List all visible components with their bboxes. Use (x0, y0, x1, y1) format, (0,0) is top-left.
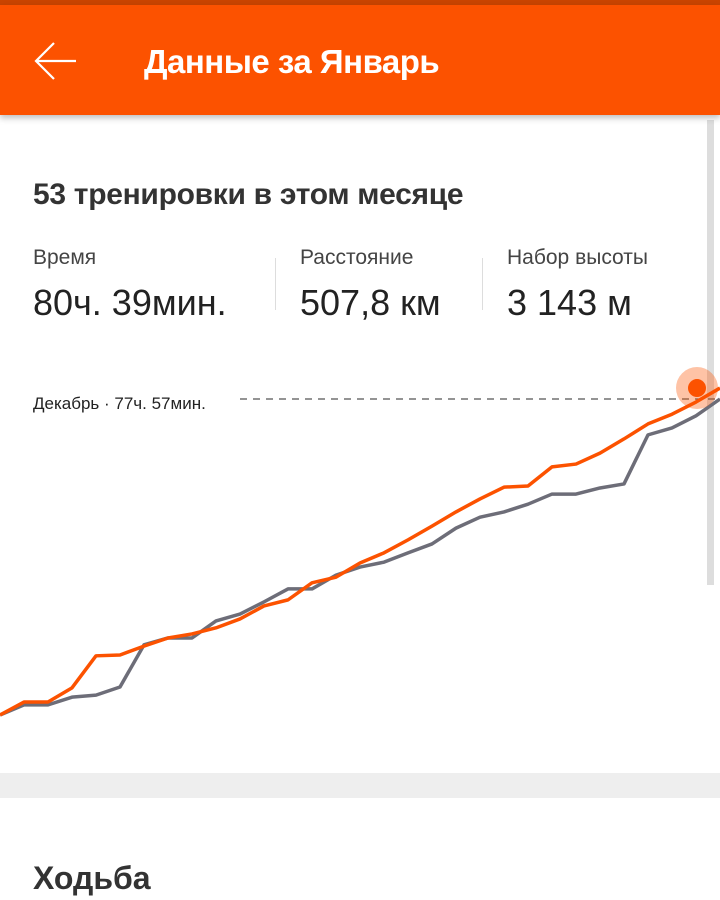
arrow-left-icon (34, 42, 76, 80)
stat-elevation: Набор высоты 3 143 м (507, 246, 648, 324)
series-line-previous (0, 397, 720, 717)
stat-value: 507,8 км (300, 282, 441, 323)
divider (482, 258, 483, 310)
stat-label: Расстояние (300, 246, 414, 269)
stat-distance: Расстояние 507,8 км (300, 246, 441, 324)
walking-section-title: Ходьба (33, 860, 151, 896)
stat-label: Набор высоты (507, 246, 648, 269)
stat-label: Время (33, 246, 97, 269)
page-title: Данные за Январь (144, 43, 440, 80)
reference-label: Декабрь · 77ч. 57мин. (33, 394, 212, 414)
cumulative-time-chart[interactable] (0, 330, 720, 770)
workouts-count-heading: 53 тренировки в этом месяце (33, 178, 464, 211)
back-button[interactable] (32, 41, 80, 81)
month-summary-card (0, 115, 720, 773)
divider (275, 258, 276, 310)
stat-value: 80ч. 39мин. (33, 282, 227, 323)
stat-time: Время 80ч. 39мин. (33, 246, 227, 324)
current-point-marker[interactable] (688, 379, 706, 398)
series-line-current (0, 386, 720, 717)
status-bar (0, 0, 720, 5)
stat-value: 3 143 м (507, 282, 632, 323)
scrollbar[interactable] (707, 120, 714, 585)
section-divider (0, 773, 720, 798)
app-header: Данные за Январь (0, 5, 720, 115)
